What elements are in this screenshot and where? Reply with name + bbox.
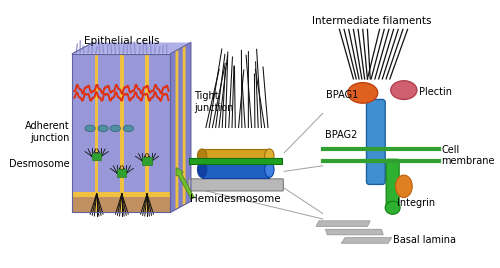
Text: BPAG1: BPAG1 <box>326 90 358 100</box>
Text: BPAG2: BPAG2 <box>325 130 357 140</box>
Bar <box>202 162 270 178</box>
Text: Basal lamina: Basal lamina <box>392 234 456 244</box>
Bar <box>94 54 98 213</box>
Polygon shape <box>326 229 384 235</box>
Bar <box>92 153 102 160</box>
FancyBboxPatch shape <box>366 99 385 184</box>
Text: Epithelial cells: Epithelial cells <box>84 36 159 46</box>
Polygon shape <box>176 49 178 210</box>
Bar <box>189 158 282 164</box>
FancyBboxPatch shape <box>188 179 284 191</box>
Text: Plectin: Plectin <box>419 87 452 97</box>
Polygon shape <box>170 43 191 213</box>
Ellipse shape <box>98 125 108 132</box>
Ellipse shape <box>396 175 412 198</box>
Polygon shape <box>316 221 370 226</box>
Text: Integrin: Integrin <box>398 198 436 209</box>
Text: Intermediate filaments: Intermediate filaments <box>312 16 432 26</box>
Text: Tight
junction: Tight junction <box>194 91 233 113</box>
Ellipse shape <box>385 201 400 214</box>
Ellipse shape <box>110 125 120 132</box>
Ellipse shape <box>198 149 207 162</box>
Text: Hemidesmosome: Hemidesmosome <box>190 194 281 204</box>
Bar <box>202 149 270 162</box>
Ellipse shape <box>123 125 134 132</box>
Bar <box>145 54 149 213</box>
Text: Adherent
junction: Adherent junction <box>25 121 70 143</box>
Bar <box>120 54 124 213</box>
Bar <box>72 192 170 196</box>
Bar <box>142 157 152 165</box>
Polygon shape <box>72 201 191 213</box>
Polygon shape <box>182 46 186 206</box>
FancyBboxPatch shape <box>386 159 399 210</box>
FancyArrow shape <box>176 168 195 199</box>
Bar <box>72 196 170 213</box>
Text: Cell
membrane: Cell membrane <box>441 145 494 166</box>
Ellipse shape <box>391 81 417 99</box>
Polygon shape <box>72 54 170 213</box>
Ellipse shape <box>264 149 274 162</box>
Ellipse shape <box>264 162 274 177</box>
Polygon shape <box>72 43 191 54</box>
Ellipse shape <box>348 83 378 103</box>
Bar <box>117 169 126 177</box>
Polygon shape <box>342 238 392 243</box>
Ellipse shape <box>198 162 207 177</box>
Text: Desmosome: Desmosome <box>9 159 70 169</box>
Ellipse shape <box>85 125 95 132</box>
